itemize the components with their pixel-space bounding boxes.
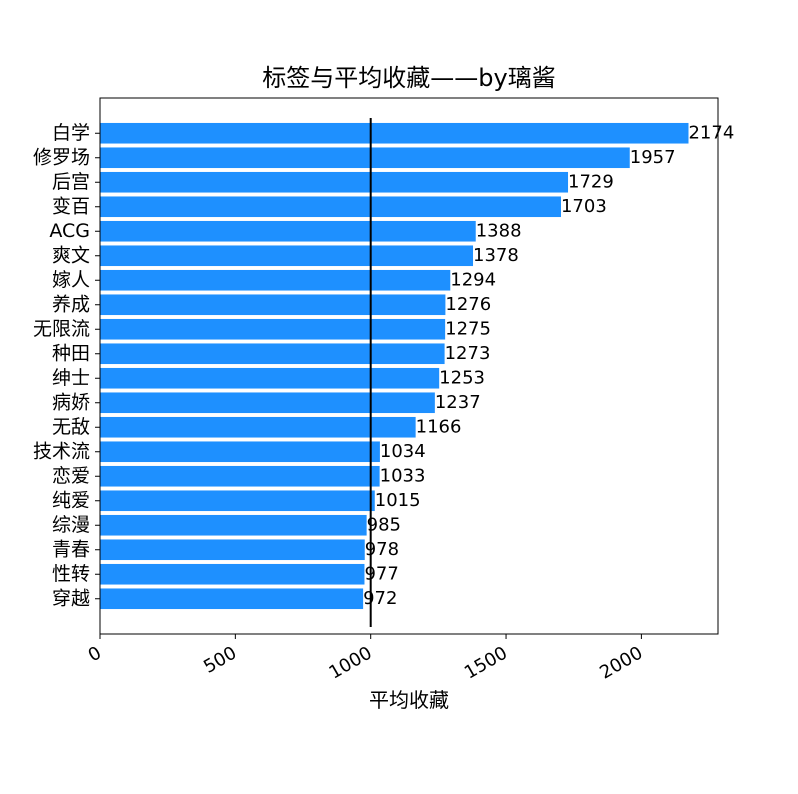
bar bbox=[100, 416, 416, 438]
y-tick-label: 无限流 bbox=[33, 318, 90, 340]
data-label: 1957 bbox=[630, 147, 676, 168]
bar bbox=[100, 514, 367, 536]
bar bbox=[100, 318, 446, 340]
data-label: 1294 bbox=[450, 269, 496, 290]
y-tick-label: 综漫 bbox=[52, 514, 90, 536]
x-axis-label: 平均收藏 bbox=[369, 688, 449, 712]
data-label: 1033 bbox=[380, 465, 426, 486]
y-tick-label: 修罗场 bbox=[33, 146, 90, 168]
y-tick-label: 病娇 bbox=[52, 391, 90, 413]
y-tick-label: 性转 bbox=[52, 563, 90, 585]
data-label: 1273 bbox=[445, 343, 491, 364]
x-tick-label: 2000 bbox=[596, 642, 646, 683]
bar bbox=[100, 539, 365, 561]
bar bbox=[100, 588, 364, 610]
bar bbox=[100, 563, 365, 585]
x-tick-label: 500 bbox=[200, 642, 240, 677]
data-label: 985 bbox=[367, 514, 401, 535]
y-tick-label: 穿越 bbox=[52, 587, 90, 609]
data-label: 1253 bbox=[439, 367, 485, 388]
y-tick-label: 种田 bbox=[52, 342, 90, 364]
data-label: 1703 bbox=[561, 196, 607, 217]
y-tick-label: 青春 bbox=[52, 538, 90, 560]
y-tick-label: 后宫 bbox=[52, 171, 90, 193]
bar bbox=[100, 441, 380, 463]
data-label: 977 bbox=[364, 563, 398, 584]
bar bbox=[100, 269, 451, 291]
data-label: 1729 bbox=[568, 171, 614, 192]
bar bbox=[100, 171, 569, 193]
data-label: 972 bbox=[363, 588, 397, 609]
plot-frame bbox=[99, 97, 719, 635]
y-tick-label: 爽文 bbox=[52, 244, 90, 266]
y-tick-label: 绅士 bbox=[52, 367, 90, 389]
data-label: 1378 bbox=[473, 245, 519, 266]
bar bbox=[100, 245, 474, 267]
data-label: 978 bbox=[365, 539, 399, 560]
bar bbox=[100, 367, 440, 389]
y-tick-label: 嫁人 bbox=[52, 269, 90, 291]
y-tick-label: 无敌 bbox=[52, 416, 90, 438]
y-tick-label: 变百 bbox=[52, 195, 90, 217]
data-label: 1034 bbox=[380, 441, 426, 462]
data-label: 1166 bbox=[416, 416, 462, 437]
bar bbox=[100, 122, 689, 144]
y-tick-label: 恋爱 bbox=[52, 465, 90, 487]
y-tick-label: 技术流 bbox=[33, 440, 90, 462]
data-label: 1388 bbox=[476, 220, 522, 241]
bar bbox=[100, 294, 446, 316]
x-tick-label: 1500 bbox=[461, 642, 511, 683]
bar bbox=[100, 220, 476, 242]
y-tick-label: 养成 bbox=[52, 293, 90, 315]
bar bbox=[100, 465, 380, 487]
y-tick-label: 白学 bbox=[52, 122, 90, 144]
bar bbox=[100, 147, 630, 169]
chart-title: 标签与平均收藏——by璃酱 bbox=[262, 64, 556, 92]
bar bbox=[100, 343, 445, 365]
y-tick-label: ACG bbox=[49, 220, 90, 242]
bar bbox=[100, 392, 435, 414]
data-label: 1276 bbox=[445, 294, 491, 315]
x-tick-label: 0 bbox=[85, 642, 105, 666]
data-label: 1015 bbox=[375, 490, 421, 511]
y-tick-label: 纯爱 bbox=[52, 489, 90, 511]
data-label: 2174 bbox=[688, 122, 734, 143]
data-label: 1237 bbox=[435, 392, 481, 413]
data-label: 1275 bbox=[445, 318, 491, 339]
x-tick-label: 1000 bbox=[326, 642, 376, 683]
bar bbox=[100, 196, 561, 218]
bar bbox=[100, 490, 375, 512]
